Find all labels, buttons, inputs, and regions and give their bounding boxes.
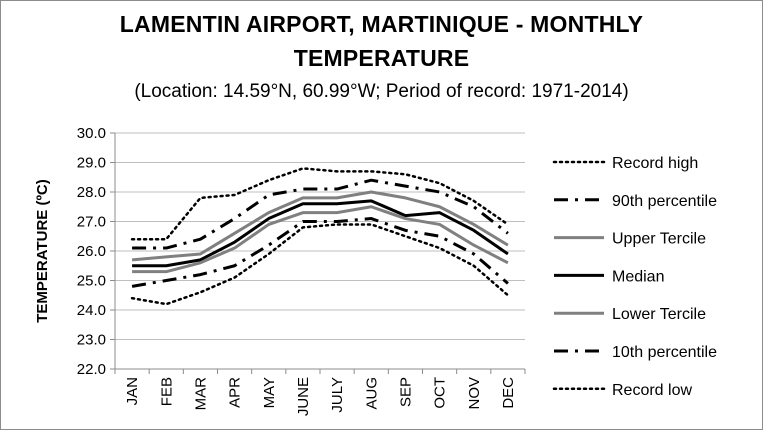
chart-title-line-1: LAMENTIN AIRPORT, MARTINIQUE - MONTHLY xyxy=(119,11,644,37)
x-tick-label: JULY xyxy=(329,377,346,413)
series-line-lower-tercile xyxy=(132,205,509,274)
series-line-10th-percentile xyxy=(131,217,509,288)
y-tick-label: 27.0 xyxy=(77,214,106,231)
legend-label: Upper Tercile xyxy=(612,231,706,248)
series-line-record-high xyxy=(130,167,510,241)
chart-subtitle: (Location: 14.59°N, 60.99°W; Period of r… xyxy=(134,81,629,102)
y-tick-label: 28.0 xyxy=(77,184,106,201)
legend-label: Record low xyxy=(612,382,692,399)
series-line-record-low xyxy=(130,223,510,306)
gridlines xyxy=(115,132,525,370)
legend-label: Median xyxy=(612,268,664,285)
y-tick-label: 24.0 xyxy=(77,302,106,319)
x-tick-label: SEP xyxy=(397,377,414,407)
x-tick-label: OCT xyxy=(432,377,449,409)
series-line-median xyxy=(132,199,509,268)
x-tick-label: JAN xyxy=(124,377,141,405)
x-tick-label: NOV xyxy=(466,377,483,410)
y-tick-label: 26.0 xyxy=(77,243,106,260)
y-axis-label: TEMPERATURE (ºC) xyxy=(34,179,51,323)
legend: Record high 90th percentile Upper Tercile M… xyxy=(552,155,717,399)
chart-title-line-2: TEMPERATURE xyxy=(293,45,470,71)
y-tick-label: 22.0 xyxy=(77,361,106,378)
axes: 22.0 23.0 24.0 25.0 26.0 27.0 28.0 29.0 30.0 JAN F… xyxy=(77,125,526,416)
x-tick-label: APR xyxy=(227,377,244,408)
legend-label: Lower Tercile xyxy=(612,306,706,323)
x-tick-label: AUG xyxy=(363,377,380,410)
y-tick-label: 30.0 xyxy=(77,125,106,142)
x-tick-label: MAY xyxy=(261,377,278,408)
legend-label: 90th percentile xyxy=(612,193,717,210)
y-tick-label: 23.0 xyxy=(77,332,106,349)
series-line-90th-percentile xyxy=(132,178,509,250)
y-tick-label: 25.0 xyxy=(77,273,106,290)
y-tick-label: 29.0 xyxy=(77,155,106,172)
x-tick-label: DEC xyxy=(500,377,517,409)
series-lines xyxy=(130,167,510,306)
series-line-upper-tercile xyxy=(131,190,509,262)
x-tick-label: FEB xyxy=(158,377,175,406)
legend-label: 10th percentile xyxy=(612,344,717,361)
x-tick-label: JUNE xyxy=(295,377,312,416)
x-tick-label: MAR xyxy=(192,377,209,411)
legend-label: Record high xyxy=(612,155,698,172)
